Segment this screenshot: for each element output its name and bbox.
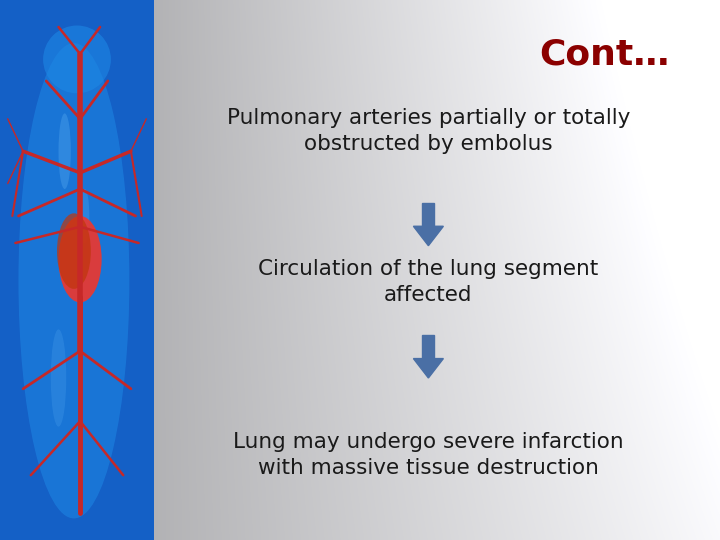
Polygon shape bbox=[413, 226, 444, 246]
Ellipse shape bbox=[19, 43, 130, 518]
Text: Lung may undergo severe infarction
with massive tissue destruction: Lung may undergo severe infarction with … bbox=[233, 432, 624, 477]
Ellipse shape bbox=[58, 216, 102, 302]
Circle shape bbox=[43, 25, 111, 93]
Ellipse shape bbox=[51, 329, 66, 427]
Bar bbox=[423, 202, 434, 226]
Text: Cont…: Cont… bbox=[539, 38, 670, 72]
Ellipse shape bbox=[58, 113, 71, 189]
Ellipse shape bbox=[57, 213, 91, 289]
Text: Pulmonary arteries partially or totally
obstructed by embolus: Pulmonary arteries partially or totally … bbox=[227, 108, 630, 153]
Ellipse shape bbox=[80, 189, 89, 243]
Bar bbox=[423, 335, 434, 359]
Polygon shape bbox=[413, 359, 444, 378]
Text: Circulation of the lung segment
affected: Circulation of the lung segment affected bbox=[258, 259, 598, 305]
